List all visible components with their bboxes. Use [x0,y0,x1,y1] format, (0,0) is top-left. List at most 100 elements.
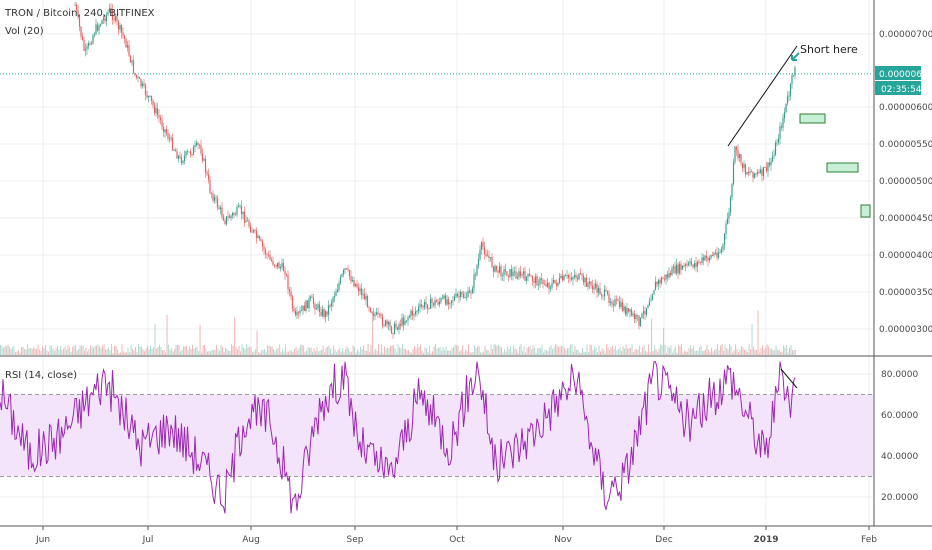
volume-bar [52,348,54,355]
candle-body [779,126,781,139]
candle-body [386,320,388,325]
volume-bar [661,344,663,355]
volume-bar [75,345,77,355]
symbol-legend[interactable]: TRON / Bitcoin, 240, BITFINEX [4,8,155,19]
candle-body [350,276,352,282]
volume-bar [280,352,282,355]
candle-body [768,162,771,166]
candle-body [533,280,535,283]
candle-body [650,299,652,302]
candle-body [224,220,226,224]
target-box-3[interactable] [860,204,871,218]
candle-body [261,241,264,247]
volume-legend[interactable]: Vol (20) [5,26,44,37]
volume-bar [16,351,18,355]
volume-bar [9,347,11,355]
volume-bar [685,351,687,355]
volume-bar [634,348,636,355]
volume-bar [384,346,386,355]
candle-body [338,283,340,290]
volume-bar [403,348,405,355]
candle-body [509,269,511,278]
volume-bar [232,345,234,355]
volume-bar [277,348,279,355]
price-axis[interactable]: 0.00000300 0.00000350 0.00000400 0.00000450… [879,30,932,335]
volume-bar [579,352,581,355]
candle-body [291,296,294,309]
volume-bar [66,349,68,355]
candle-body [87,43,90,47]
volume-bar [681,344,683,355]
candle-body [705,255,708,258]
volume-bar [717,344,719,355]
volume-bar [22,347,24,355]
volume-bar [451,347,453,355]
volume-bar [327,346,329,355]
candle-body [600,294,603,296]
candle-body [296,312,298,316]
volume-bar [189,346,191,355]
volume-bar [375,349,377,355]
candle-body [477,258,480,266]
volume-bar [694,350,696,355]
candle-body [180,157,183,163]
target-box-2[interactable] [826,162,859,173]
candle-body [227,216,229,218]
candle-body [474,274,477,276]
rsi-legend[interactable]: RSI (14, close) [5,370,77,381]
candle-body [393,323,396,334]
candle-body [624,306,627,315]
volume-bar [702,351,704,355]
candle-body [792,75,795,77]
volume-bar [279,344,281,355]
trend-line-rsi[interactable] [780,368,798,389]
volume-bar [535,352,537,355]
candle-body [527,273,529,277]
volume-bar [231,344,233,355]
candle-body [479,249,481,259]
candle-body [188,151,190,153]
rsi-axis[interactable]: 20.0000 40.0000 60.0000 80.0000 [881,370,918,503]
volume-bar [147,345,149,355]
volume-bar [360,346,362,355]
candle-body [543,283,546,285]
trend-line-price[interactable] [727,45,798,147]
volume-bar [100,347,102,355]
candle-body [653,290,655,295]
candle-body [86,46,88,50]
volume-bar [705,349,707,355]
volume-bar [154,323,156,355]
volume-bar [138,344,140,355]
candle-body [570,277,573,280]
candle-body [444,295,447,305]
candle-body [546,283,549,287]
volume-bar [412,349,414,355]
volume-bar [415,348,417,355]
volume-bar [73,345,75,355]
candle-body [659,280,661,284]
candle-body [177,155,180,159]
volume-bar [520,344,522,355]
volume-bar [93,347,95,355]
candle-body [501,275,504,277]
target-box-1[interactable] [799,113,826,124]
candle-body [288,289,291,292]
price-tick-label: 0.00000500 [879,177,932,187]
candle-body [231,213,234,216]
volume-bar [184,346,186,355]
volume-bar [27,344,29,355]
candle-body [620,302,622,307]
volume-bar [205,348,207,355]
volume-bar [69,347,71,355]
time-axis[interactable]: Jun Jul Aug Sep Oct Nov Dec 2019 Feb [35,526,877,545]
candle-body [152,101,154,106]
candle-body [603,289,606,297]
volume-bar [492,349,494,355]
candle-body [305,300,307,312]
short-here-annotation[interactable]: Short here [791,43,858,61]
volume-bar [34,348,36,355]
candle-body [258,235,261,239]
candle-body [524,271,526,281]
candle-body [785,103,787,113]
